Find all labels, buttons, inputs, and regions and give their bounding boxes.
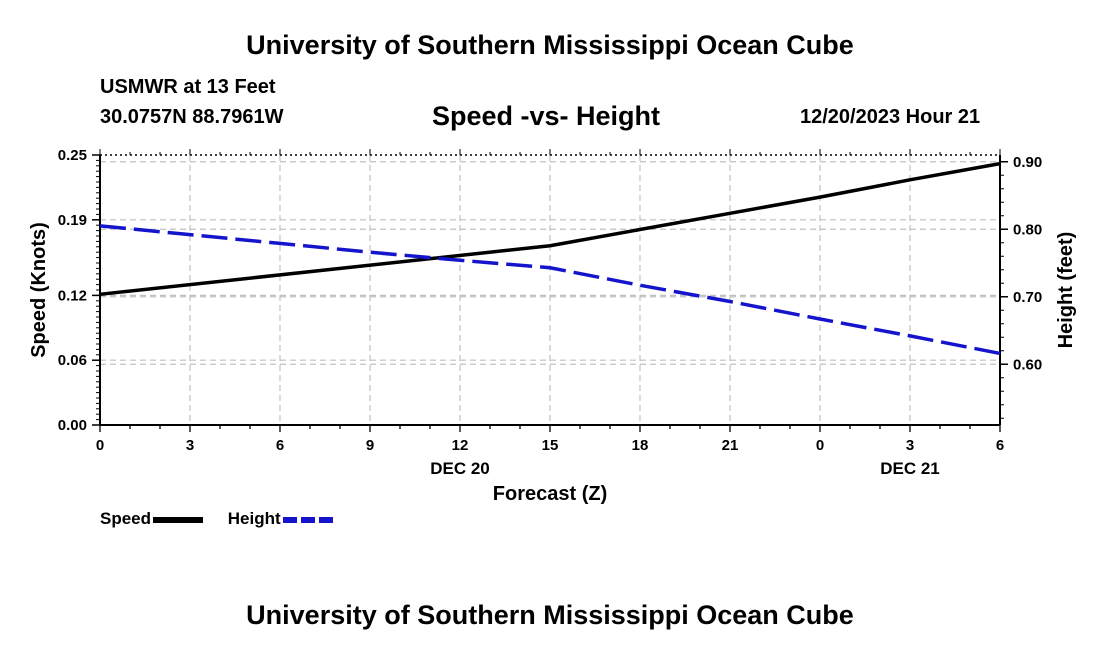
- legend-label-speed: Speed: [100, 509, 152, 528]
- legend-item-speed: Speed: [100, 509, 205, 529]
- x-axis-title: Forecast (Z): [493, 483, 607, 505]
- chart-date: 12/20/2023 Hour 21: [800, 106, 981, 128]
- y-tick-label: 0.25: [58, 147, 87, 164]
- y-axis-title: Speed (Knots): [28, 222, 50, 358]
- y2-axis-title: Height (feet): [1055, 232, 1077, 349]
- y-tick-label: 0.12: [58, 287, 87, 304]
- legend-label-height: Height: [227, 509, 281, 528]
- x-tick-label: 6: [276, 437, 284, 454]
- y-tick-label: 0.00: [58, 417, 87, 434]
- x-tick-label: 0: [96, 437, 104, 454]
- x-date-label: DEC 20: [430, 459, 490, 478]
- x-tick-label: 18: [632, 437, 649, 454]
- x-date-label: DEC 21: [880, 459, 940, 478]
- x-tick-label: 21: [722, 437, 739, 454]
- chart-title: Speed -vs- Height: [432, 101, 661, 131]
- legend-swatch-height: [282, 516, 333, 523]
- x-tick-label: 0: [816, 437, 824, 454]
- legend-item-height: Height: [228, 509, 335, 529]
- y2-tick-label: 0.90: [1013, 154, 1042, 171]
- page-title: University of Southern Mississippi Ocean…: [246, 30, 854, 60]
- station-coordinates: 30.0757N 88.7961W: [100, 106, 284, 128]
- legend-swatch-speed: [153, 516, 204, 523]
- x-tick-label: 6: [996, 437, 1004, 454]
- y2-tick-label: 0.60: [1013, 356, 1042, 373]
- series-line-height: [99, 224, 1001, 356]
- series-line-speed: [99, 161, 1001, 297]
- x-tick-label: 12: [452, 437, 469, 454]
- y2-tick-label: 0.80: [1013, 221, 1042, 238]
- x-tick-label: 3: [186, 437, 194, 454]
- footer-title: University of Southern Mississippi Ocean…: [246, 600, 854, 630]
- station-name: USMWR at 13 Feet: [100, 76, 276, 98]
- y-tick-label: 0.06: [58, 352, 87, 369]
- x-tick-label: 9: [366, 437, 374, 454]
- legend: Speed Height: [100, 509, 353, 529]
- x-tick-label: 3: [906, 437, 914, 454]
- y-tick-label: 0.19: [58, 212, 87, 229]
- x-tick-label: 15: [542, 437, 559, 454]
- y2-tick-label: 0.70: [1013, 289, 1042, 306]
